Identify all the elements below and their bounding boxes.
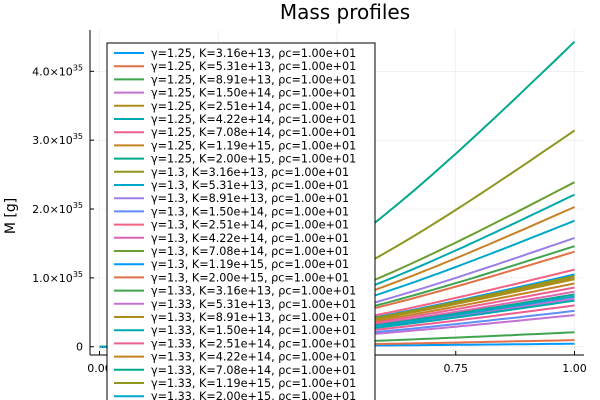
legend-label-5: γ=1.25, K=4.22e+14, ρc=1.00e+01 bbox=[151, 113, 356, 126]
legend-box bbox=[106, 42, 376, 400]
x-tick-label-0: 0.00 bbox=[87, 362, 112, 375]
legend-label-4: γ=1.25, K=2.51e+14, ρc=1.00e+01 bbox=[151, 100, 356, 113]
legend-label-10: γ=1.3, K=5.31e+13, ρc=1.00e+01 bbox=[151, 179, 349, 192]
chart-title: Mass profiles bbox=[280, 0, 410, 24]
legend-label-6: γ=1.25, K=7.08e+14, ρc=1.00e+01 bbox=[151, 126, 356, 139]
legend-label-0: γ=1.25, K=3.16e+13, ρc=1.00e+01 bbox=[151, 47, 356, 60]
y-tick-label-2: 2.0×1035 bbox=[32, 201, 83, 216]
legend-label-14: γ=1.3, K=4.22e+14, ρc=1.00e+01 bbox=[151, 232, 349, 245]
legend-label-20: γ=1.33, K=8.91e+13, ρc=1.00e+01 bbox=[151, 311, 356, 324]
legend-label-25: γ=1.33, K=1.19e+15, ρc=1.00e+01 bbox=[151, 377, 356, 390]
legend-label-12: γ=1.3, K=1.50e+14, ρc=1.00e+01 bbox=[151, 205, 349, 218]
legend-label-11: γ=1.3, K=8.91e+13, ρc=1.00e+01 bbox=[151, 192, 349, 205]
legend-label-18: γ=1.33, K=3.16e+13, ρc=1.00e+01 bbox=[151, 285, 356, 298]
legend-label-22: γ=1.33, K=2.51e+14, ρc=1.00e+01 bbox=[151, 337, 356, 350]
legend-label-3: γ=1.25, K=1.50e+14, ρc=1.00e+01 bbox=[151, 87, 356, 100]
legend-label-23: γ=1.33, K=4.22e+14, ρc=1.00e+01 bbox=[151, 351, 356, 364]
legend-label-2: γ=1.25, K=8.91e+13, ρc=1.00e+01 bbox=[151, 73, 356, 86]
legend-label-21: γ=1.33, K=1.50e+14, ρc=1.00e+01 bbox=[151, 324, 356, 337]
x-tick-label-3: 0.75 bbox=[444, 362, 469, 375]
legend-label-17: γ=1.3, K=2.00e+15, ρc=1.00e+01 bbox=[151, 271, 349, 284]
x-tick-label-4: 1.00 bbox=[562, 362, 587, 375]
legend-label-19: γ=1.33, K=5.31e+13, ρc=1.00e+01 bbox=[151, 298, 356, 311]
legend-label-26: γ=1.33, K=2.00e+15, ρc=1.00e+01 bbox=[151, 390, 356, 400]
legend-label-7: γ=1.25, K=1.19e+15, ρc=1.00e+01 bbox=[151, 139, 356, 152]
legend-label-15: γ=1.3, K=7.08e+14, ρc=1.00e+01 bbox=[151, 245, 349, 258]
legend-label-8: γ=1.25, K=2.00e+15, ρc=1.00e+01 bbox=[151, 153, 356, 166]
y-tick-label-4: 4.0×1035 bbox=[32, 63, 83, 78]
legend: γ=1.25, K=3.16e+13, ρc=1.00e+01γ=1.25, K… bbox=[106, 42, 376, 400]
legend-label-1: γ=1.25, K=5.31e+13, ρc=1.00e+01 bbox=[151, 60, 356, 73]
y-tick-label-3: 3.0×1035 bbox=[32, 132, 83, 147]
y-tick-label-0: 0 bbox=[76, 341, 83, 354]
legend-label-24: γ=1.33, K=7.08e+14, ρc=1.00e+01 bbox=[151, 364, 356, 377]
legend-label-13: γ=1.3, K=2.51e+14, ρc=1.00e+01 bbox=[151, 219, 349, 232]
y-axis-label: M [g] bbox=[3, 198, 19, 234]
y-tick-label-1: 1.0×1035 bbox=[32, 270, 83, 285]
legend-label-9: γ=1.3, K=3.16e+13, ρc=1.00e+01 bbox=[151, 166, 349, 179]
legend-label-16: γ=1.3, K=1.19e+15, ρc=1.00e+01 bbox=[151, 258, 349, 271]
